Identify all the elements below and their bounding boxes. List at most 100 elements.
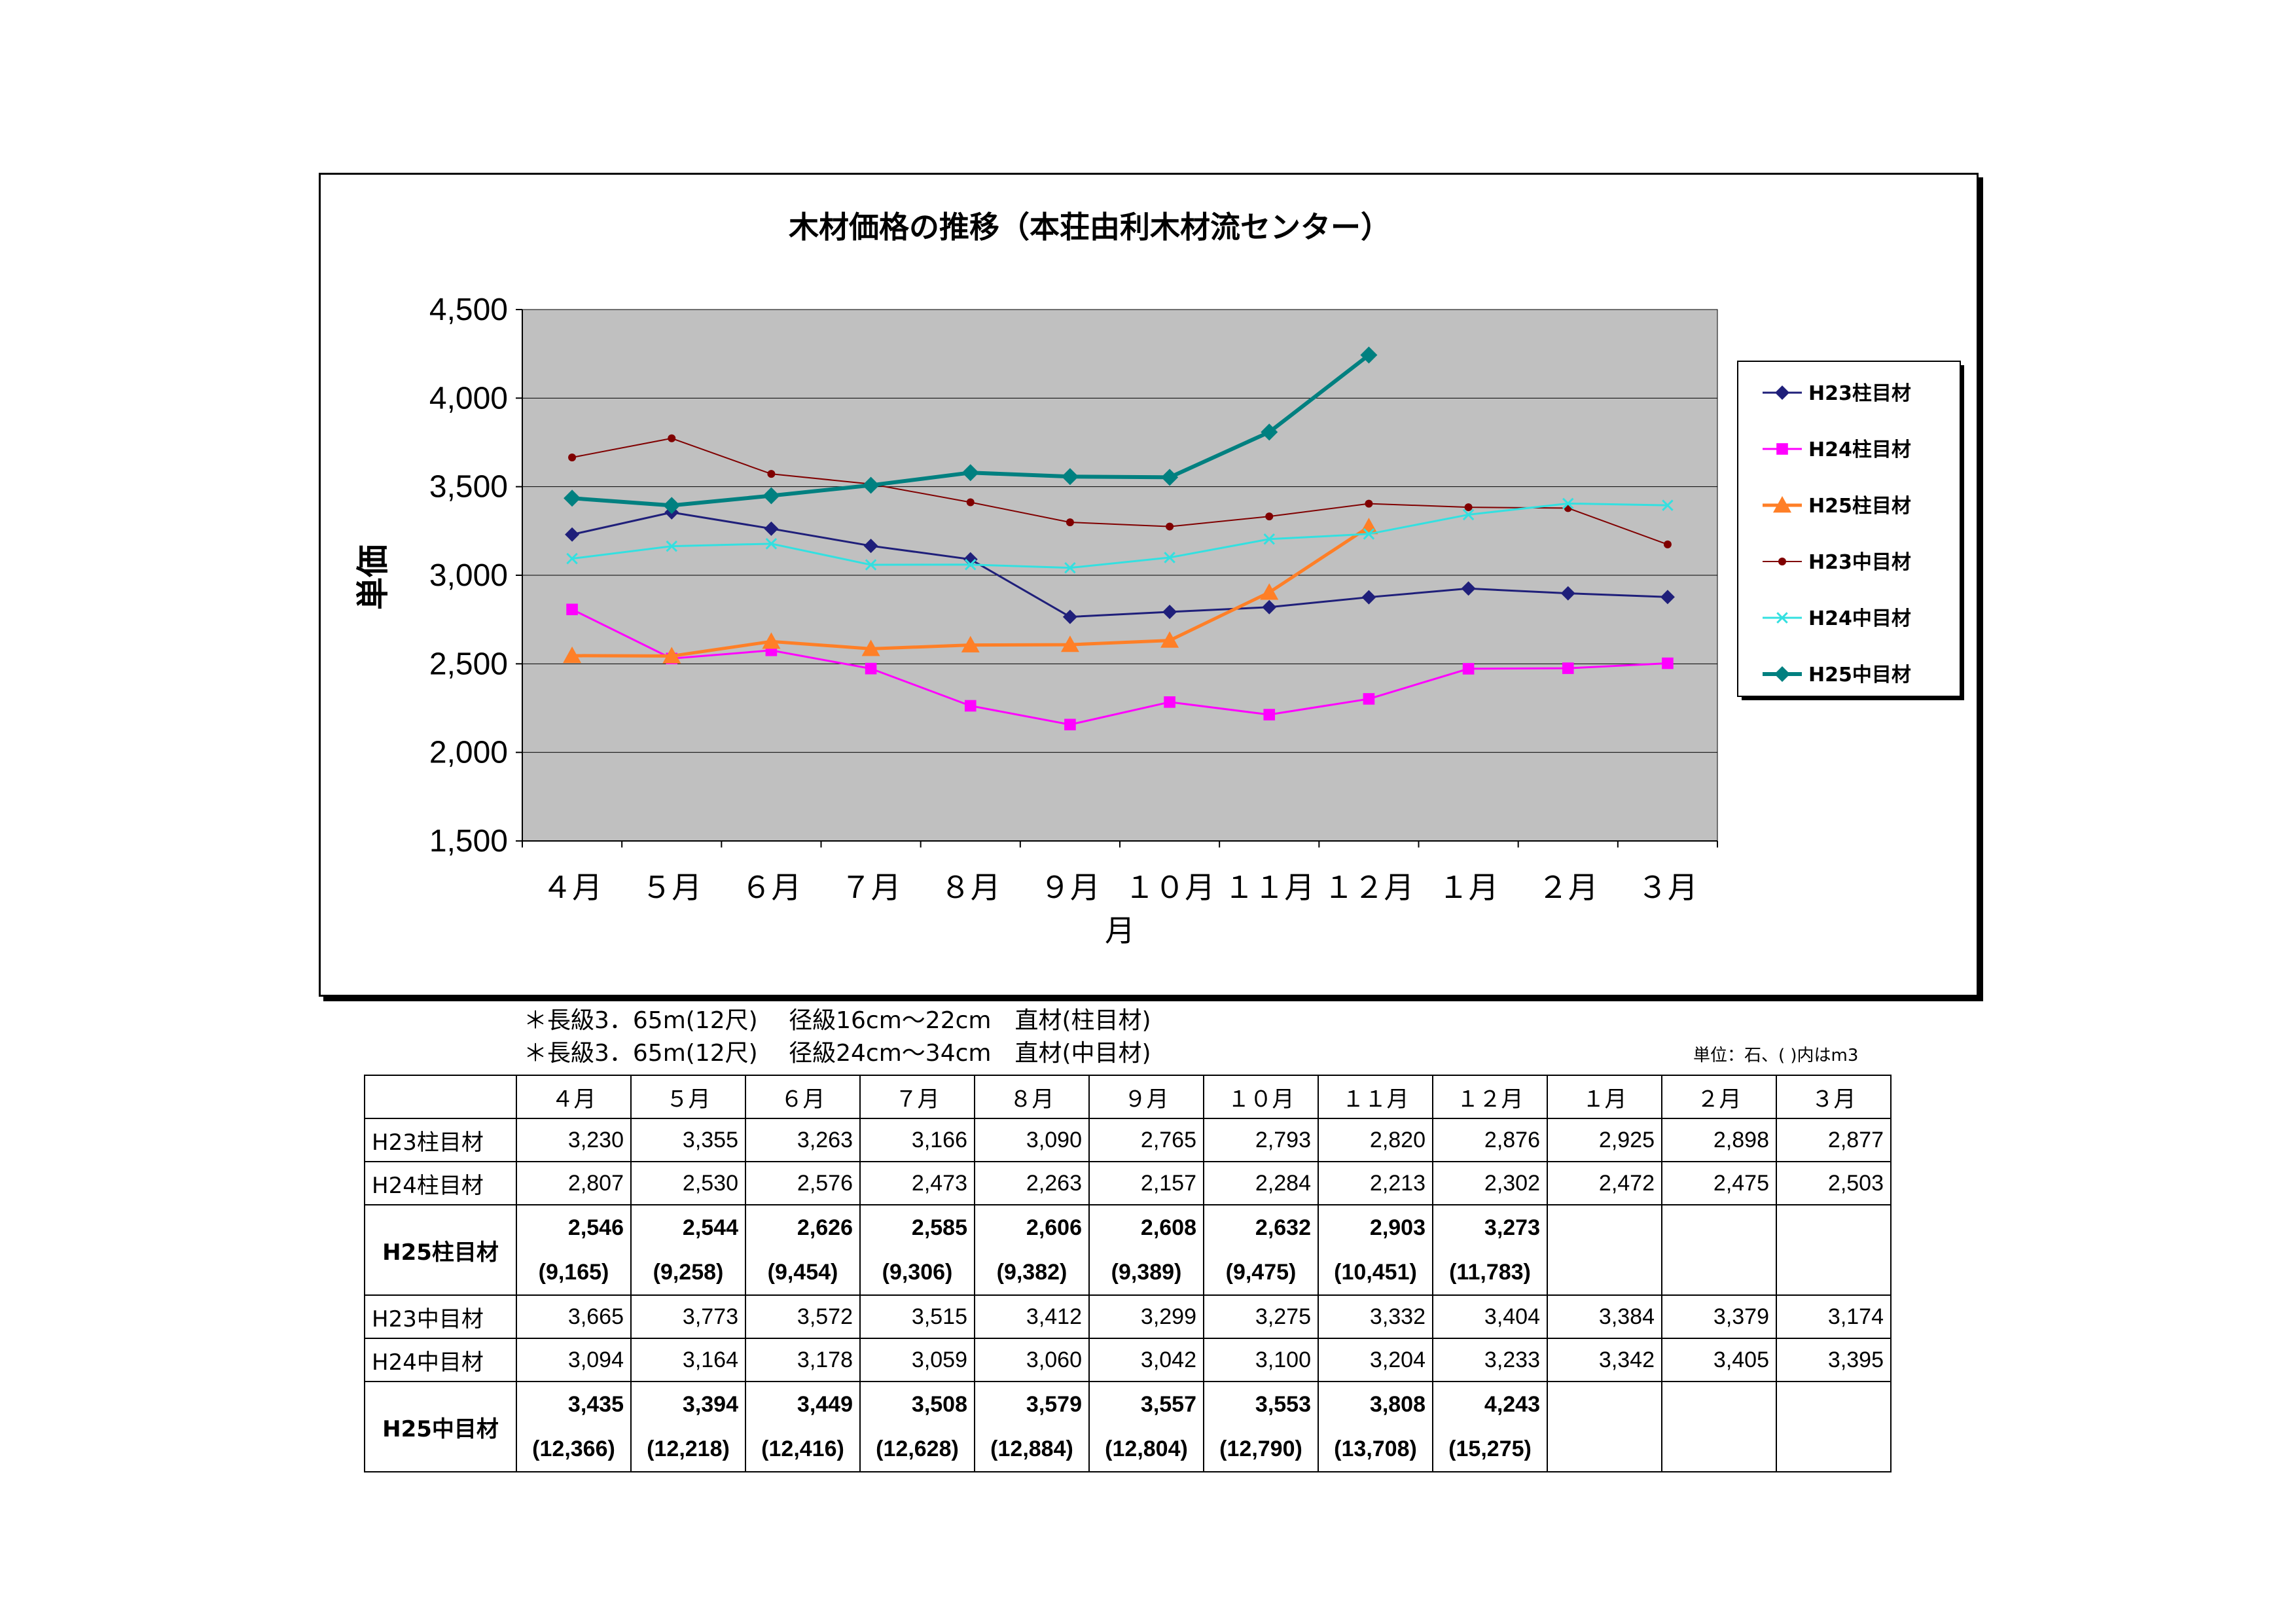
table-cell: 3,394 (12,218) <box>630 1381 746 1472</box>
table-cell: 2,820 <box>1318 1118 1433 1162</box>
table-row: H25柱目材 2,546 (9,165) 2,544 (9,258) 2,626 (9,45… <box>364 1204 1892 1296</box>
table-header-cell: ６月 <box>745 1075 861 1119</box>
table-header-cell: １１月 <box>1318 1075 1433 1119</box>
data-point <box>1064 562 1076 574</box>
table-cell: 3,412 <box>974 1294 1090 1339</box>
table-header-cell: １２月 <box>1432 1075 1548 1119</box>
cell-value: 2,626 <box>797 1215 853 1240</box>
x-axis-label: 月 <box>1105 913 1135 948</box>
data-point <box>1260 583 1279 600</box>
legend-label: H24中目材 <box>1808 607 1911 630</box>
data-point <box>861 639 880 656</box>
y-axis: 4,500 4,000 3,500 3,000 2,500 2,000 1,500 <box>429 293 523 859</box>
table-cell: 2,793 <box>1203 1118 1319 1162</box>
cell-volume: (9,475) <box>1225 1260 1297 1285</box>
data-point <box>1363 693 1375 705</box>
row-label: H23中目材 <box>364 1294 517 1339</box>
data-point <box>1361 590 1376 605</box>
legend-label: H23柱目材 <box>1808 382 1911 405</box>
cell-volume: (9,258) <box>653 1260 724 1285</box>
table-header-cell: １月 <box>1547 1075 1662 1119</box>
table-row: H24柱目材 2,807 2,530 2,576 2,473 2,263 2,157 2,28… <box>364 1161 1892 1205</box>
table-cell: 2,876 <box>1432 1118 1548 1162</box>
data-point <box>566 603 578 616</box>
y-tick-label: 2,500 <box>429 647 508 681</box>
note-line-1: ＊長級3．65m(12尺) 径級16cm～22cm 直材(柱目材) <box>524 1007 1151 1034</box>
data-point <box>662 647 681 664</box>
cell-volume: (12,218) <box>647 1436 730 1461</box>
data-point <box>1261 423 1278 441</box>
cell-volume: (12,628) <box>876 1436 959 1461</box>
table-cell: 2,472 <box>1547 1161 1662 1205</box>
cell-value: 3,273 <box>1484 1215 1540 1240</box>
cell-value: 3,449 <box>797 1392 853 1417</box>
data-point <box>1061 468 1079 486</box>
table-cell: 3,557 (12,804) <box>1088 1381 1204 1472</box>
table-corner-cell <box>364 1075 517 1119</box>
table-cell: 3,263 <box>745 1118 861 1162</box>
table-cell: 3,379 <box>1661 1294 1777 1339</box>
x-tick-label: ４月 <box>542 870 602 905</box>
cell-value: 2,632 <box>1255 1215 1311 1240</box>
table-row: H23柱目材 3,230 3,355 3,263 3,166 3,090 2,765 2,79… <box>364 1118 1892 1162</box>
data-point <box>1060 635 1079 652</box>
table-cell: 2,626 (9,454) <box>745 1204 861 1296</box>
legend-item: H24柱目材 <box>1763 438 1911 461</box>
data-point <box>1365 499 1373 508</box>
data-point <box>1263 533 1276 545</box>
legend-label: H24柱目材 <box>1808 438 1911 461</box>
table-cell: 3,094 <box>516 1338 632 1382</box>
data-point <box>1660 590 1675 605</box>
table-cell: 3,508 (12,628) <box>859 1381 975 1472</box>
table-cell <box>1661 1204 1777 1296</box>
data-point <box>1363 528 1375 540</box>
x-tick-label: ６月 <box>741 870 801 905</box>
table-cell <box>1776 1204 1892 1296</box>
table-cell: 3,395 <box>1776 1338 1892 1382</box>
cell-volume: (9,382) <box>996 1260 1067 1285</box>
y-tick-label: 1,500 <box>429 824 508 859</box>
data-point <box>668 434 676 442</box>
table-cell: 3,273 (11,783) <box>1432 1204 1548 1296</box>
table-cell: 3,808 (13,708) <box>1318 1381 1433 1472</box>
data-point <box>1562 497 1574 510</box>
table-cell: 2,765 <box>1088 1118 1204 1162</box>
x-tick-label: ９月 <box>1040 870 1100 905</box>
table-cell: 2,877 <box>1776 1118 1892 1162</box>
data-point <box>1778 558 1786 565</box>
row-label: H25柱目材 <box>364 1204 517 1296</box>
data-point <box>1773 496 1791 513</box>
data-point <box>663 497 681 514</box>
table-header-row: ４月 ５月 ６月 ７月 ８月 ９月 １０月 １１月 １２月 １月 ２月 ３月 <box>364 1075 1892 1119</box>
cell-volume: (12,366) <box>532 1436 615 1461</box>
y-tick-label: 2,000 <box>429 736 508 770</box>
data-point <box>563 646 582 664</box>
y-tick-label: 3,500 <box>429 470 508 505</box>
table-header-cell: ２月 <box>1661 1075 1777 1119</box>
cell-volume: (10,451) <box>1334 1260 1417 1285</box>
unit-note: 単位：石、( )内はm3 <box>1693 1046 1859 1065</box>
table-cell: 2,903 (10,451) <box>1318 1204 1433 1296</box>
table-cell: 2,302 <box>1432 1161 1548 1205</box>
table-cell: 2,263 <box>974 1161 1090 1205</box>
table-cell: 3,773 <box>630 1294 746 1339</box>
data-point <box>1262 599 1277 615</box>
table-cell: 3,204 <box>1318 1338 1433 1382</box>
row-label: H25中目材 <box>364 1381 517 1472</box>
table-cell: 3,100 <box>1203 1338 1319 1382</box>
cell-volume: (9,165) <box>538 1260 609 1285</box>
table-row: H24中目材 3,094 3,164 3,178 3,059 3,060 3,042 3,10… <box>364 1338 1892 1382</box>
table-cell: 3,665 <box>516 1294 632 1339</box>
cell-volume: (12,804) <box>1105 1436 1188 1461</box>
data-table: ４月 ５月 ６月 ７月 ８月 ９月 １０月 １１月 １２月 １月 ２月 ３月 H23柱目材 3,230 3… <box>364 1075 1892 1472</box>
legend-label: H23中目材 <box>1808 551 1911 574</box>
cell-volume: (13,708) <box>1334 1436 1417 1461</box>
data-point <box>564 490 581 507</box>
table-cell: 3,174 <box>1776 1294 1892 1339</box>
y-axis-label: 単価 <box>354 544 392 610</box>
table-cell: 3,579 (12,884) <box>974 1381 1090 1472</box>
cell-value: 2,585 <box>911 1215 967 1240</box>
table-cell: 2,544 (9,258) <box>630 1204 746 1296</box>
data-point <box>964 700 977 712</box>
chart-title: 木材価格の推移（本荘由利木材流センター） <box>789 209 1391 245</box>
